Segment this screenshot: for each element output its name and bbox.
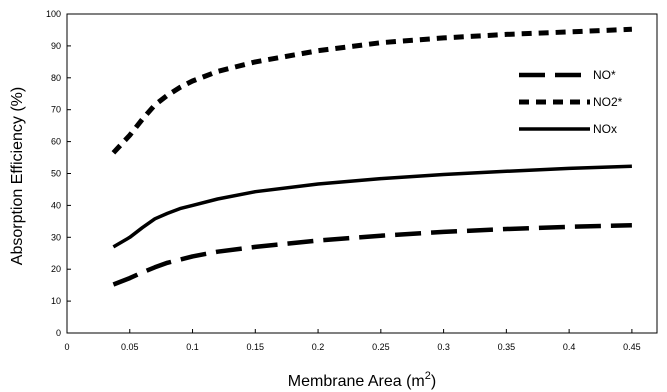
- y-tick-label: 70: [51, 105, 61, 115]
- series-layer: [111, 26, 633, 287]
- x-axis-title-main: Membrane Area (m: [288, 373, 425, 390]
- y-tick-label: 100: [46, 9, 61, 19]
- y-tick-label: 90: [51, 41, 61, 51]
- x-tick-label: 0.05: [121, 342, 139, 352]
- y-tick-label: 10: [51, 296, 61, 306]
- x-axis-title-superscript: 2: [425, 370, 431, 382]
- series-line-nox: [112, 164, 632, 249]
- x-axis-title-end: ): [431, 373, 436, 390]
- y-tick-label: 50: [51, 169, 61, 179]
- y-tick-label: 80: [51, 73, 61, 83]
- x-tick-label: 0.15: [247, 342, 265, 352]
- x-tick-label: 0.3: [437, 342, 450, 352]
- series-line-no: [112, 222, 632, 287]
- legend: NO* NO2* NOx: [519, 68, 623, 136]
- legend-label-no2: NO2*: [593, 95, 623, 109]
- y-tick-label: 60: [51, 137, 61, 147]
- y-axis-title: Absorption Efficiency (%): [9, 87, 26, 265]
- x-axis-title: Membrane Area (m2): [288, 370, 436, 390]
- x-tick-label: 0.4: [563, 342, 576, 352]
- x-tick-label: 0.2: [312, 342, 325, 352]
- y-axis-ticks: 0 10 20 30 40 50 60 70 80 90 100: [46, 9, 71, 338]
- x-tick-label: 0.1: [186, 342, 199, 352]
- y-tick-label: 30: [51, 232, 61, 242]
- x-axis-ticks: 0 0.05 0.1 0.15 0.2 0.25 0.3 0.35 0.4 0.45: [64, 329, 641, 352]
- x-tick-label: 0.45: [623, 342, 641, 352]
- y-tick-label: 40: [51, 200, 61, 210]
- plot-area-frame: [66, 13, 658, 334]
- legend-label-no: NO*: [593, 68, 616, 82]
- x-tick-label: 0: [64, 342, 69, 352]
- y-tick-label: 20: [51, 264, 61, 274]
- x-tick-label: 0.25: [372, 342, 390, 352]
- series-line-no2: [111, 26, 633, 155]
- y-tick-label: 0: [56, 328, 61, 338]
- legend-label-nox: NOx: [593, 122, 617, 136]
- x-tick-label: 0.35: [498, 342, 516, 352]
